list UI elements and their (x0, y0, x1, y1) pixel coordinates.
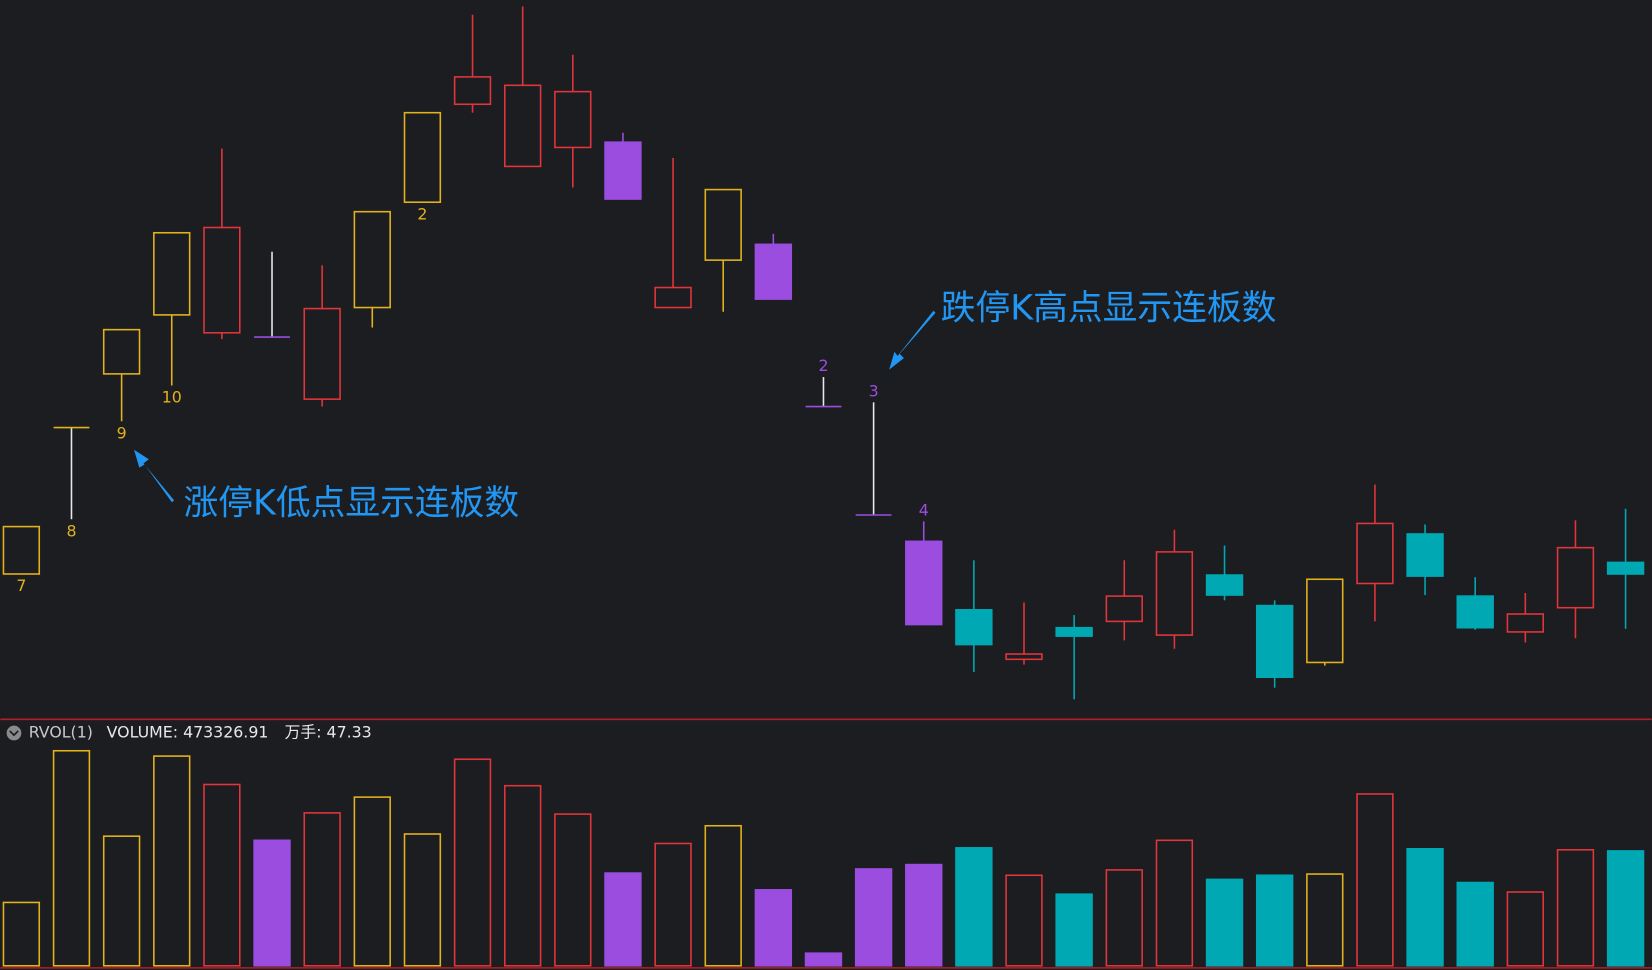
collapse-icon[interactable] (6, 725, 22, 741)
candle-body (704, 188, 742, 261)
volume-bar (554, 813, 592, 967)
volume-bar (804, 952, 843, 967)
limit-count: 2 (818, 356, 828, 375)
volume-bar (102, 835, 141, 967)
candle-body (1155, 551, 1194, 636)
candle-body (1306, 578, 1344, 664)
candle-body (102, 328, 141, 375)
candle-body (1556, 546, 1595, 609)
candle-body (554, 90, 592, 149)
volume-bar (52, 749, 91, 967)
volume-bar (1205, 878, 1244, 967)
volume-bar (303, 812, 341, 967)
volume-bar (1456, 881, 1494, 967)
volume-bar (1005, 874, 1043, 967)
limit-count: 4 (919, 500, 929, 519)
collapse-chevron (9, 730, 19, 737)
volume-bar (604, 872, 642, 967)
limit-count: 8 (66, 521, 76, 540)
volume-bar (253, 839, 291, 967)
candle-body (1456, 595, 1494, 629)
volume-bar (955, 847, 993, 967)
candle-body (1356, 522, 1394, 585)
candle-body (1205, 574, 1244, 596)
volume-bar (503, 784, 542, 967)
volume-bar (203, 783, 241, 967)
candle-body (453, 76, 492, 106)
candle-body (1506, 613, 1545, 633)
candle-body (654, 286, 692, 309)
volume-bar (854, 868, 893, 967)
volume-bar (754, 889, 793, 967)
limit-count: 9 (117, 423, 127, 442)
volume-bar (1606, 850, 1645, 967)
candle-body (1406, 533, 1444, 577)
volume-bar (1406, 848, 1444, 967)
candle-body (403, 111, 442, 204)
limit-count: 7 (16, 576, 26, 595)
candle-body (955, 609, 993, 646)
volume-bar (353, 796, 391, 967)
candle-body (1105, 595, 1143, 623)
candle-body (754, 243, 793, 300)
candle-body (604, 141, 642, 200)
limit-count: 2 (417, 204, 427, 223)
candle-body (303, 307, 341, 400)
volume-readout: VOLUME: 473326.91 (107, 723, 269, 742)
annotation: 跌停K高点显示连板数 (941, 289, 1277, 329)
volume-bar (2, 901, 41, 967)
volume-bar (1506, 891, 1545, 967)
limit-count: 3 (869, 381, 879, 400)
volume-bar (1356, 793, 1394, 967)
annotation: 涨停K低点显示连板数 (184, 483, 520, 523)
candle-body (1255, 604, 1294, 678)
candle-body (1055, 626, 1093, 637)
candle-body (2, 525, 41, 575)
annotation-arrow (134, 449, 175, 503)
volume-bar (1306, 873, 1344, 967)
candle-body (905, 540, 943, 626)
candle-body (503, 84, 542, 168)
candle-body (203, 226, 241, 334)
volume-bar (1255, 874, 1294, 967)
volume-bar (1155, 839, 1194, 967)
volume-bar (654, 842, 692, 967)
volume-bar (1105, 869, 1143, 967)
candle-body (153, 231, 191, 316)
indicator-name: RVOL(1) (29, 723, 93, 742)
volume-bar (1556, 848, 1595, 967)
candle-body (353, 210, 391, 309)
volume-bar (704, 824, 742, 967)
candle-body (1606, 561, 1645, 575)
volume-bar (453, 758, 492, 967)
volume-bar (905, 863, 943, 967)
volume-bar (153, 755, 191, 967)
limit-count: 10 (162, 388, 182, 407)
volume-bar (403, 833, 442, 967)
candle-body (1005, 653, 1043, 661)
unit-readout: 万手: 47.33 (285, 723, 372, 742)
volume-bar (1055, 893, 1093, 967)
